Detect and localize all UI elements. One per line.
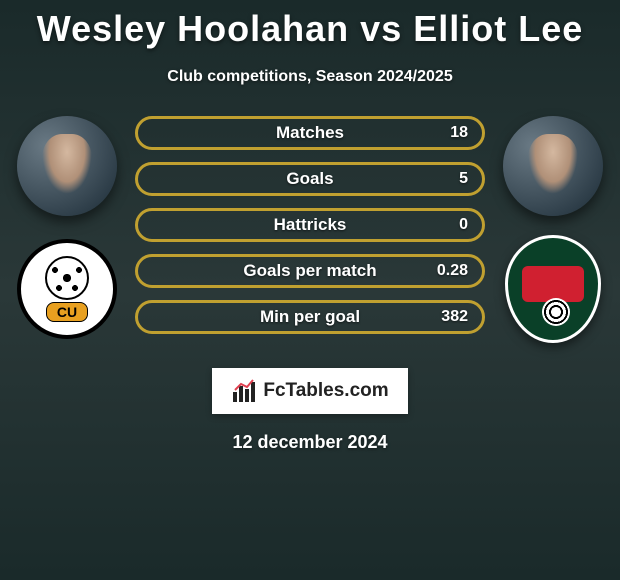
player2-avatar xyxy=(503,116,603,216)
player1-name: Wesley Hoolahan xyxy=(37,8,349,49)
player1-avatar xyxy=(17,116,117,216)
stat-bar-label: Hattricks xyxy=(274,215,347,235)
stat-bar: Min per goal 382 xyxy=(135,300,485,334)
stat-bars: Matches 18 Goals 5 Hattricks 0 Goals per match… xyxy=(135,116,485,334)
stat-bar-value: 18 xyxy=(450,124,468,142)
stat-bar-value: 5 xyxy=(459,170,468,188)
watermark-text: FcTables.com xyxy=(263,380,388,402)
stat-bar-value: 382 xyxy=(441,308,468,326)
stat-bar-label: Goals per match xyxy=(243,261,376,281)
player2-name: Elliot Lee xyxy=(413,8,583,49)
wrexham-crest-icon xyxy=(505,235,601,343)
stat-bar: Hattricks 0 xyxy=(135,208,485,242)
subtitle: Club competitions, Season 2024/2025 xyxy=(0,68,620,86)
stat-bar-label: Goals xyxy=(286,169,333,189)
cambridge-united-crest-icon: CU xyxy=(17,239,117,339)
stat-bar: Goals per match 0.28 xyxy=(135,254,485,288)
soccer-ball-icon xyxy=(45,256,89,300)
stat-bar-value: 0.28 xyxy=(437,262,468,280)
stat-bar-label: Min per goal xyxy=(260,307,360,327)
vs-text: vs xyxy=(360,8,402,49)
player2-club-crest xyxy=(503,234,603,344)
stat-bar: Matches 18 xyxy=(135,116,485,150)
stat-bar-label: Matches xyxy=(276,123,344,143)
crest-label: CU xyxy=(46,302,88,322)
comparison-content: CU Matches 18 Goals 5 Hattricks 0 Goals per ma… xyxy=(0,116,620,344)
chart-icon xyxy=(231,378,257,404)
right-side xyxy=(493,116,613,344)
date-text: 12 december 2024 xyxy=(0,432,620,453)
left-side: CU xyxy=(7,116,127,344)
player1-club-crest: CU xyxy=(17,234,117,344)
stat-bar-value: 0 xyxy=(459,216,468,234)
stat-bar: Goals 5 xyxy=(135,162,485,196)
page-title: Wesley Hoolahan vs Elliot Lee xyxy=(0,0,620,50)
watermark: FcTables.com xyxy=(212,368,408,414)
